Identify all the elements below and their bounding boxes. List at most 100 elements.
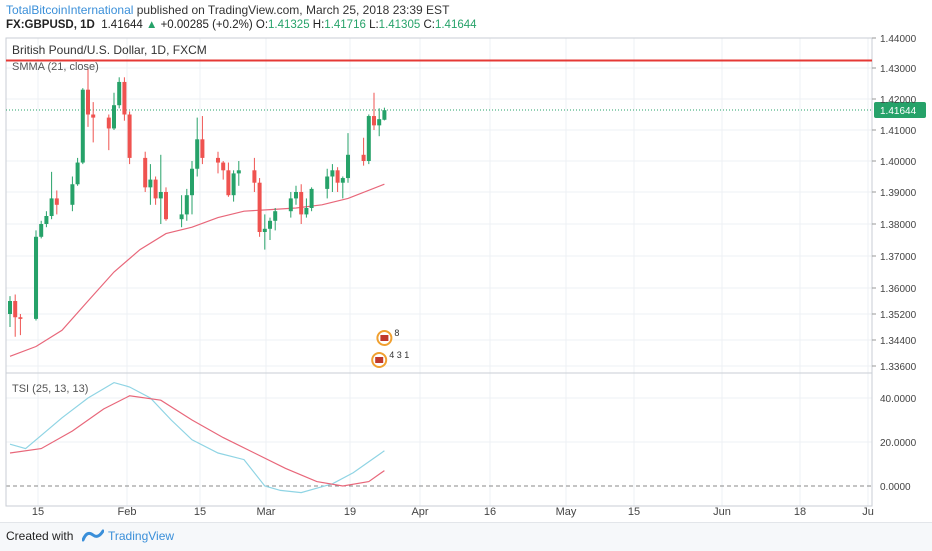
candle-down: [226, 170, 231, 196]
candle-down: [13, 301, 18, 318]
last-price-tag: [874, 102, 926, 119]
y-tick-label: 1.35200: [880, 310, 917, 321]
candle-down: [252, 170, 257, 183]
candle-up: [366, 116, 371, 161]
candle-up: [309, 188, 314, 208]
candle-down: [221, 162, 226, 171]
candle-up: [34, 236, 38, 319]
y-tick-label: 1.37000: [880, 252, 917, 263]
tsi-signal-line: [9, 395, 385, 487]
y-tick-label: 1.38000: [880, 220, 917, 231]
candle-down: [86, 89, 90, 115]
candle-up: [340, 178, 345, 183]
candle-up: [262, 228, 267, 232]
x-tick-label: Apr: [411, 506, 428, 518]
chart-title: British Pound/U.S. Dollar, 1D, FXCM: [12, 43, 207, 57]
candle-up: [112, 105, 116, 129]
smma-label: SMMA (21, close): [12, 61, 99, 73]
candle-up: [148, 179, 153, 188]
candle-up: [44, 216, 49, 224]
up-arrow-icon: ▲: [146, 19, 158, 31]
candle-up: [70, 184, 75, 205]
y-tick-label: 1.33600: [880, 362, 917, 373]
tsi-label: TSI (25, 13, 13): [12, 383, 88, 395]
y-tick-label: 1.44000: [880, 34, 917, 45]
published-text: published on TradingView.com, March 25, …: [133, 3, 450, 17]
candle-down: [18, 317, 23, 319]
candle-up: [330, 170, 335, 177]
x-tick-label: 15: [194, 506, 206, 518]
candle-up: [346, 154, 350, 179]
price-chart[interactable]: 1.41644 8 4 3 1 15 Feb 15 Mar 19 Apr 16 May 15 Jun…: [0, 0, 932, 522]
tsi-tick-label: 40.0000: [880, 394, 917, 405]
candle-down: [122, 81, 127, 115]
x-tick-label: 15: [32, 506, 44, 518]
candle-up: [179, 214, 184, 220]
open-label: O:: [255, 19, 269, 31]
candle-up: [273, 211, 278, 221]
author-link[interactable]: TotalBitcoinInternational: [6, 3, 134, 17]
tradingview-link[interactable]: TradingView: [108, 529, 175, 543]
y-tick-label: 1.42000: [880, 95, 917, 106]
us-flag-icon: [375, 357, 384, 363]
tsi-line: [9, 381, 385, 494]
candle-up: [184, 195, 189, 215]
close-label: C:: [423, 19, 435, 31]
tradingview-logo-icon: [82, 529, 104, 542]
quote-line: FX:GBPUSD, 1D 1.41644 ▲ +0.00285 (+0.2%)…: [6, 19, 477, 31]
candle-up: [288, 198, 293, 212]
high-label: H:: [312, 19, 325, 31]
y-tick-label: 1.36000: [880, 284, 917, 295]
x-tick-label: Jun: [713, 506, 731, 518]
candle-up: [268, 220, 272, 229]
last-price-label: 1.41644: [880, 106, 917, 117]
event-count: 8: [394, 328, 399, 338]
x-tick-label: 18: [794, 506, 806, 518]
open-value: 1.41325: [268, 19, 310, 31]
candle-down: [54, 198, 59, 205]
price-change: +0.00285 (+0.2%): [160, 19, 253, 31]
candle-up: [304, 208, 309, 215]
candle-up: [236, 170, 241, 174]
candle-down: [257, 182, 262, 232]
candle-up: [231, 173, 236, 196]
created-with-text: Created with: [6, 529, 74, 543]
candle-up: [39, 224, 44, 237]
x-tick-label: May: [556, 506, 577, 518]
candle-down: [106, 117, 111, 129]
x-tick-label: Ju: [862, 506, 874, 518]
candle-up: [75, 162, 80, 185]
candle-up: [80, 89, 85, 163]
candle-up: [49, 198, 54, 216]
y-tick-label: 1.39000: [880, 188, 917, 199]
low-label: L:: [369, 19, 379, 31]
close-value: 1.41644: [434, 19, 477, 31]
candle-down: [164, 192, 168, 220]
candle-up: [158, 192, 163, 199]
candle-down: [299, 192, 304, 215]
publish-line: TotalBitcoinInternational published on T…: [6, 3, 449, 17]
low-value: 1.41305: [378, 19, 421, 31]
candle-down: [91, 114, 96, 118]
footer: Created with TradingView: [0, 522, 932, 551]
y-tick-label: 1.41000: [880, 126, 917, 137]
event-count: 4 3 1: [389, 350, 409, 360]
candle-up: [382, 110, 387, 120]
candle-down: [335, 170, 340, 183]
candle-down: [200, 139, 205, 158]
x-tick-label: 15: [628, 506, 640, 518]
y-tick-label: 1.40000: [880, 157, 917, 168]
y-tick-label: 1.43000: [880, 64, 917, 75]
candle-up: [8, 301, 12, 314]
x-tick-label: Mar: [257, 506, 276, 518]
candle-up: [195, 139, 200, 169]
chart-border: [5, 37, 873, 507]
candle-down: [143, 157, 148, 188]
candle-up: [325, 176, 330, 189]
smma-line: [9, 183, 385, 357]
tsi-tick-label: 0.0000: [880, 482, 911, 493]
x-tick-label: Feb: [118, 506, 137, 518]
symbol-label: FX:GBPUSD, 1D: [6, 19, 95, 31]
candle-down: [361, 154, 366, 161]
candle-up: [190, 168, 194, 196]
